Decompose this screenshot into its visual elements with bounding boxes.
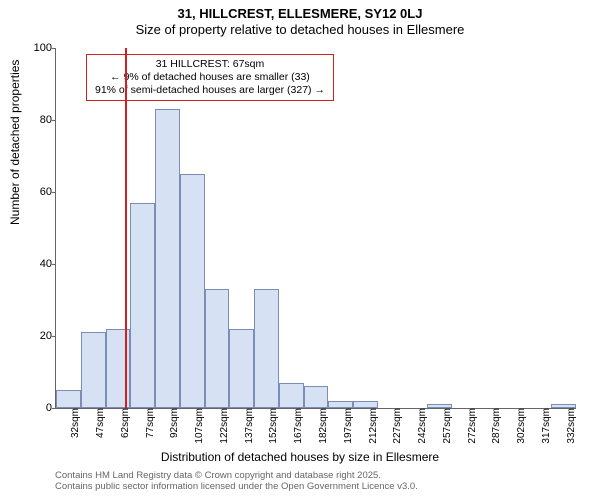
footer-line2: Contains public sector information licen…	[55, 481, 418, 492]
histogram-bar	[254, 289, 279, 408]
y-axis-label: Number of detached properties	[8, 60, 22, 225]
plot-area: 31 HILLCREST: 67sqm ← 9% of detached hou…	[55, 48, 576, 409]
y-tick-mark	[52, 120, 56, 121]
histogram-bar	[229, 329, 254, 408]
histogram-bar	[155, 109, 180, 408]
y-tick-mark	[52, 48, 56, 49]
x-tick-label: 32sqm	[68, 408, 81, 448]
x-axis-label: Distribution of detached houses by size …	[0, 450, 600, 464]
chart-title-sub: Size of property relative to detached ho…	[0, 21, 600, 37]
x-tick-label: 212sqm	[366, 408, 379, 448]
y-tick-label: 0	[22, 402, 56, 414]
histogram-bar	[205, 289, 230, 408]
x-tick-label: 287sqm	[489, 408, 502, 448]
annotation-line2: ← 9% of detached houses are smaller (33)	[95, 71, 325, 84]
annotation-box: 31 HILLCREST: 67sqm ← 9% of detached hou…	[86, 54, 334, 101]
x-tick-label: 62sqm	[118, 408, 131, 448]
annotation-line1: 31 HILLCREST: 67sqm	[95, 58, 325, 71]
histogram-bar	[279, 383, 304, 408]
histogram-bar	[180, 174, 205, 408]
y-tick-label: 80	[22, 114, 56, 126]
histogram-bar	[130, 203, 155, 408]
x-tick-label: 152sqm	[266, 408, 279, 448]
x-tick-label: 257sqm	[440, 408, 453, 448]
footer-attribution: Contains HM Land Registry data © Crown c…	[55, 470, 418, 493]
footer-line1: Contains HM Land Registry data © Crown c…	[55, 470, 418, 481]
chart-title-main: 31, HILLCREST, ELLESMERE, SY12 0LJ	[0, 0, 600, 21]
chart-container: 31, HILLCREST, ELLESMERE, SY12 0LJ Size …	[0, 0, 600, 500]
x-tick-label: 332sqm	[564, 408, 577, 448]
y-tick-label: 100	[22, 42, 56, 54]
y-tick-mark	[52, 264, 56, 265]
x-tick-label: 167sqm	[291, 408, 304, 448]
x-tick-label: 137sqm	[242, 408, 255, 448]
x-tick-label: 242sqm	[415, 408, 428, 448]
histogram-bar	[353, 401, 378, 408]
x-tick-label: 182sqm	[316, 408, 329, 448]
y-tick-mark	[52, 192, 56, 193]
x-tick-label: 302sqm	[514, 408, 527, 448]
annotation-line3: 91% of semi-detached houses are larger (…	[95, 84, 325, 97]
y-tick-label: 40	[22, 258, 56, 270]
histogram-bar	[56, 390, 81, 408]
x-tick-label: 197sqm	[341, 408, 354, 448]
histogram-bar	[81, 332, 106, 408]
y-tick-mark	[52, 408, 56, 409]
x-tick-label: 122sqm	[217, 408, 230, 448]
y-tick-label: 60	[22, 186, 56, 198]
histogram-bar	[328, 401, 353, 408]
histogram-bar	[304, 386, 329, 408]
marker-line	[125, 48, 127, 408]
x-tick-label: 107sqm	[192, 408, 205, 448]
x-tick-label: 272sqm	[465, 408, 478, 448]
x-tick-label: 92sqm	[167, 408, 180, 448]
x-tick-label: 317sqm	[539, 408, 552, 448]
y-tick-mark	[52, 336, 56, 337]
x-tick-label: 77sqm	[143, 408, 156, 448]
x-tick-label: 47sqm	[93, 408, 106, 448]
y-tick-label: 20	[22, 330, 56, 342]
x-tick-label: 227sqm	[390, 408, 403, 448]
